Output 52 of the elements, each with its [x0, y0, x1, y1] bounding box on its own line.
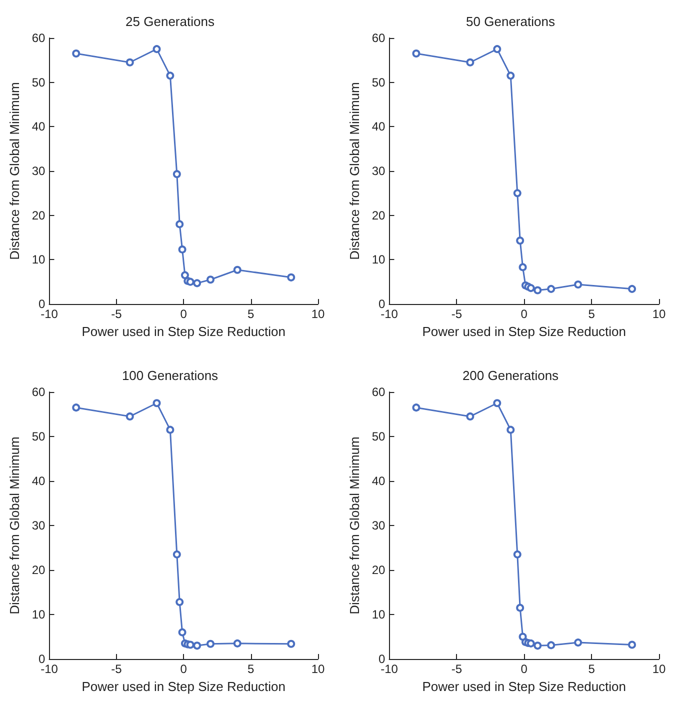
x-tick-label: 5 — [588, 307, 596, 321]
y-tick-label: 40 — [32, 120, 46, 134]
y-axis-title: Distance from Global Minimum — [7, 436, 22, 614]
chart-title: 50 Generations — [466, 14, 556, 29]
y-tick-label: 20 — [32, 563, 46, 577]
y-tick-label: 20 — [372, 208, 386, 222]
y-tick-label: 10 — [372, 608, 386, 622]
x-axis-title: Power used in Step Size Reduction — [82, 324, 286, 339]
x-tick-label: 5 — [247, 307, 254, 321]
x-tick-label: 0 — [180, 662, 188, 676]
y-tick-label: 10 — [32, 252, 46, 267]
chart-title: 200 Generations — [462, 368, 560, 383]
x-tick-label: -5 — [451, 307, 462, 321]
x-axis-title: Power used in Step Size Reduction — [82, 678, 286, 694]
y-tick-label: 30 — [32, 164, 46, 178]
x-tick-label: -5 — [111, 307, 122, 321]
y-tick-label: 60 — [32, 31, 46, 45]
y-tick-label: 40 — [372, 474, 386, 488]
y-tick-label: 50 — [32, 75, 46, 90]
y-axis-title: Distance from Global Minimum — [347, 82, 362, 260]
y-tick-label: 40 — [372, 120, 386, 134]
y-tick-label: 30 — [372, 164, 386, 178]
y-tick-label: 50 — [32, 430, 46, 444]
y-tick-label: 60 — [32, 385, 46, 399]
y-tick-label: 20 — [372, 563, 386, 577]
x-tick-label: 5 — [588, 662, 596, 676]
x-axis-title: Power used in Step Size Reduction — [422, 324, 626, 339]
y-tick-label: 10 — [372, 252, 386, 267]
x-tick-label: 10 — [652, 307, 666, 321]
y-axis-title: Distance from Global Minimum — [347, 436, 362, 614]
x-tick-label: 10 — [311, 662, 325, 676]
x-tick-label: 5 — [247, 662, 254, 676]
y-tick-label: 10 — [32, 608, 46, 622]
y-tick-label: 50 — [372, 430, 386, 444]
x-tick-label: -5 — [451, 662, 462, 676]
x-tick-label: -5 — [111, 662, 122, 676]
y-tick-label: 20 — [32, 208, 46, 222]
x-axis-title: Power used in Step Size Reduction — [422, 678, 626, 694]
x-tick-label: 0 — [520, 307, 528, 321]
x-tick-label: 0 — [520, 662, 528, 676]
chart-title: 25 Generations — [126, 14, 215, 29]
chart-title: 100 Generations — [122, 368, 219, 383]
y-tick-label: 60 — [372, 385, 386, 399]
y-axis-title: Distance from Global Minimum — [7, 82, 22, 260]
y-tick-label: 60 — [372, 31, 386, 45]
x-tick-label: 10 — [311, 307, 325, 321]
y-tick-label: 30 — [32, 518, 46, 532]
y-tick-label: 40 — [32, 474, 46, 488]
x-tick-label: 0 — [180, 307, 188, 321]
y-tick-label: 50 — [372, 75, 386, 90]
x-tick-label: 10 — [652, 662, 666, 676]
y-tick-label: 30 — [372, 518, 386, 532]
